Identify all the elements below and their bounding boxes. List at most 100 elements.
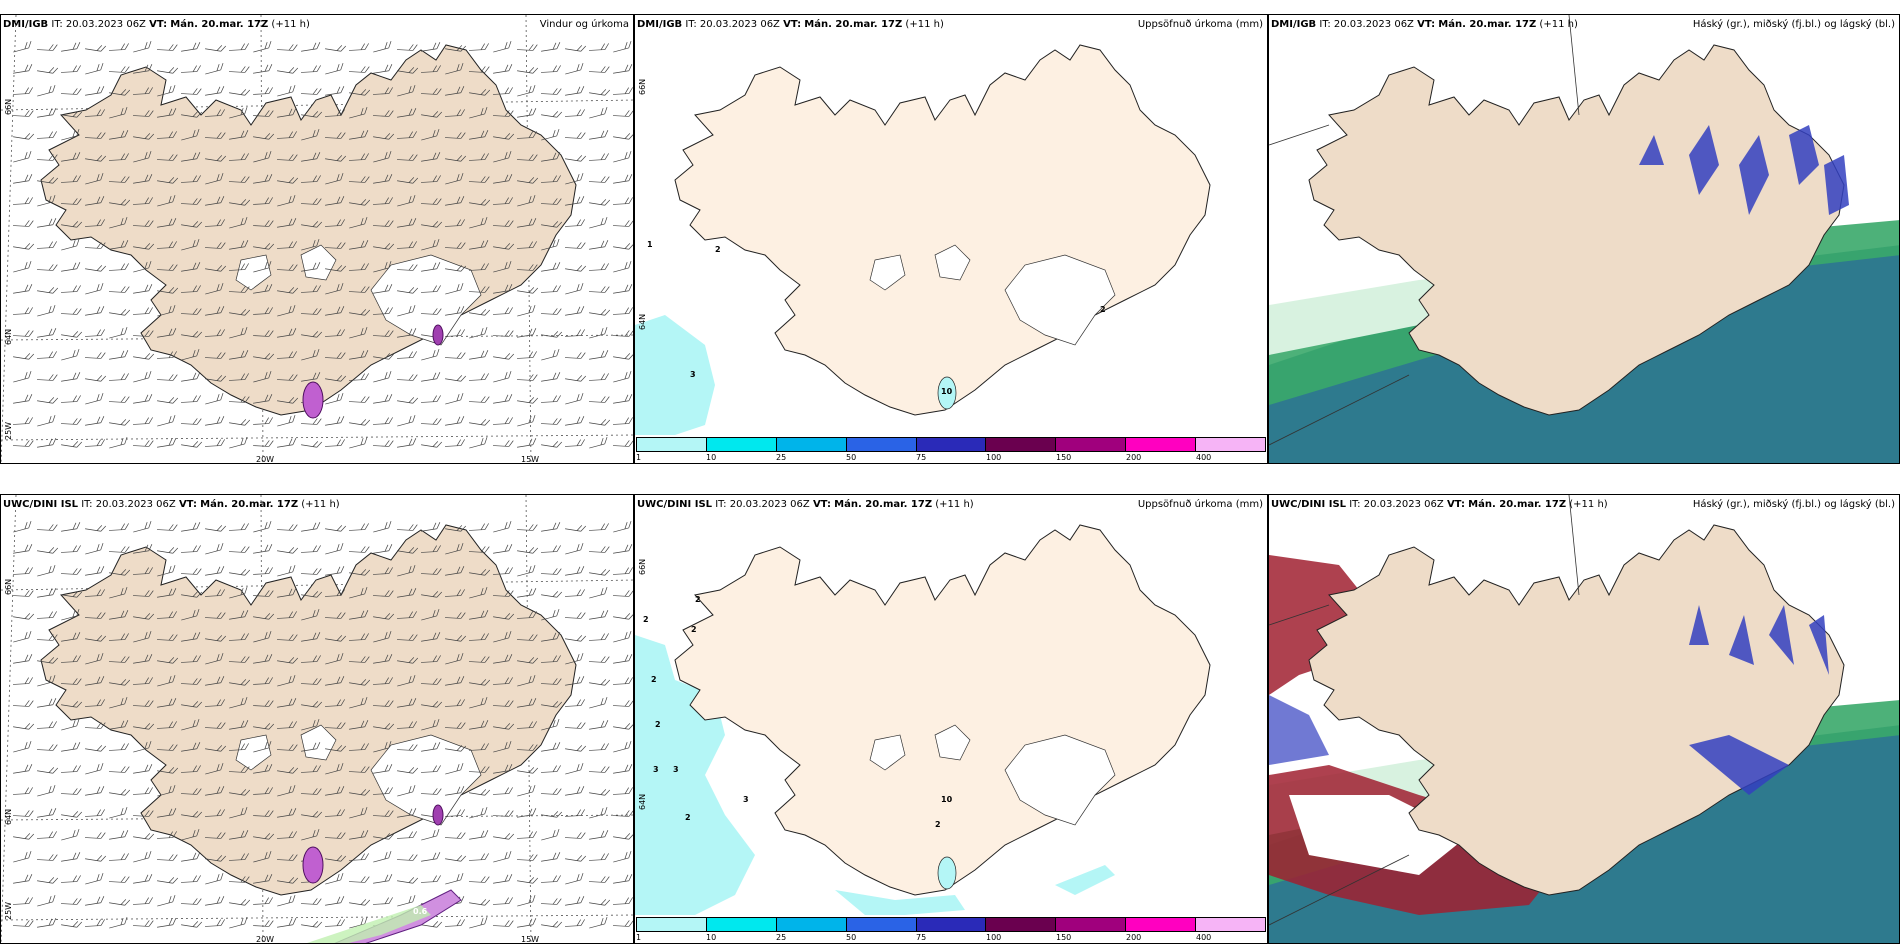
colorbar-cell	[776, 438, 847, 451]
valid-time: Mán. 20.mar. 17Z	[170, 19, 269, 30]
valid-time: Mán. 20.mar. 17Z	[200, 499, 299, 510]
panel-title: Háský (gr.), miðský (fj.bl.) og lágský (…	[1692, 499, 1895, 510]
colorbar-cell	[846, 918, 917, 931]
lead-time: (+11 h)	[905, 19, 944, 30]
colorbar-tick: 10	[705, 933, 717, 942]
valid-time: Mán. 20.mar. 17Z	[1468, 499, 1567, 510]
colorbar-tick: 25	[775, 933, 787, 942]
panel-header: DMI/IGB IT: 20.03.2023 06Z VT: Mán. 20.m…	[3, 19, 629, 30]
lat-label-64n: 64N	[4, 328, 13, 345]
panel-uwc-precip: 66N 64N 2 2 2 2 2 3 3 3 2 2 10 1 10 25 50 75 100 150 200 400 U…	[634, 494, 1268, 944]
lat-label-64n: 64N	[4, 808, 13, 825]
lat-label-64n: 64N	[638, 793, 647, 810]
model-name: UWC/DINI ISL	[637, 499, 713, 510]
wind-map	[1, 495, 633, 943]
init-time: 20.03.2023 06Z	[1333, 19, 1414, 30]
valid-time-prefix: VT:	[149, 19, 168, 30]
panel-uwc-wind: 20W 15W 66N 64N 25W 0.6 UWC/DINI ISL IT: 20.03…	[0, 494, 634, 944]
colorbar-cell	[1196, 918, 1266, 931]
iceland-land	[40, 44, 577, 416]
lat-label-66n: 66N	[638, 78, 647, 95]
colorbar-cell	[1056, 438, 1127, 451]
init-time-prefix: IT:	[685, 19, 697, 30]
model-name: DMI/IGB	[1271, 19, 1317, 30]
colorbar-tick: 1	[636, 453, 642, 462]
iceland-land	[674, 44, 1211, 416]
valid-time-prefix: VT:	[1417, 19, 1436, 30]
colorbar-cell	[916, 918, 987, 931]
lat-label-64n: 64N	[638, 313, 647, 330]
colorbar-tick: 150	[1056, 453, 1072, 462]
colorbar-cell	[986, 918, 1057, 931]
contour-label: 3	[690, 370, 696, 379]
valid-time: Mán. 20.mar. 17Z	[834, 499, 933, 510]
contour-label: 2	[655, 720, 661, 729]
contour-label: 2	[643, 615, 649, 624]
colorbar-cell	[776, 918, 847, 931]
colorbar: 1 10 25 50 75 100 150 200 400	[636, 437, 1266, 463]
colorbar-tick: 75	[915, 453, 927, 462]
colorbar-cell	[1196, 438, 1266, 451]
colorbar-cell	[1126, 438, 1197, 451]
contour-label: 3	[673, 765, 679, 774]
lon-label-15w: 15W	[521, 935, 540, 944]
lead-time: (+11 h)	[1539, 19, 1578, 30]
contour-label: 2	[691, 625, 697, 634]
panel-header: UWC/DINI ISL IT: 20.03.2023 06Z VT: Mán.…	[3, 499, 629, 510]
init-time-prefix: IT:	[1319, 19, 1331, 30]
lead-time: (+11 h)	[1569, 499, 1608, 510]
panel-dmi-precip: 66N 64N 1 2 3 2 10 1 10 25 50 75 100 150 200 400 DMI/IGB…	[634, 14, 1268, 464]
colorbar-cell	[637, 438, 707, 451]
init-time-prefix: IT:	[81, 499, 93, 510]
panel-header: UWC/DINI ISL IT: 20.03.2023 06Z VT: Mán.…	[1271, 499, 1895, 510]
colorbar-tick: 50	[846, 453, 857, 462]
valid-time: Mán. 20.mar. 17Z	[1438, 19, 1537, 30]
colorbar-tick: 100	[986, 453, 1002, 462]
valid-time-prefix: VT:	[812, 499, 831, 510]
colorbar-cell	[637, 918, 707, 931]
model-name: DMI/IGB	[637, 19, 683, 30]
colorbar-tick: 75	[915, 933, 927, 942]
lead-time: (+11 h)	[301, 499, 340, 510]
valid-time-prefix: VT:	[1446, 499, 1465, 510]
panel-dmi-cloud: DMI/IGB IT: 20.03.2023 06Z VT: Mán. 20.m…	[1268, 14, 1900, 464]
lat-label-66n: 66N	[4, 98, 13, 115]
colorbar-tick: 150	[1056, 933, 1072, 942]
contour-label: 0.6	[413, 907, 428, 916]
init-time-prefix: IT:	[51, 19, 63, 30]
panel-header: DMI/IGB IT: 20.03.2023 06Z VT: Mán. 20.m…	[637, 19, 1263, 30]
colorbar-tick: 200	[1126, 933, 1142, 942]
cloud-map	[1269, 15, 1899, 463]
model-name: DMI/IGB	[3, 19, 49, 30]
colorbar-cell	[986, 438, 1057, 451]
colorbar-tick: 100	[986, 933, 1002, 942]
iceland-land	[40, 524, 577, 896]
panel-title: Uppsöfnuð úrkoma (mm)	[1137, 499, 1263, 510]
colorbar-cell	[706, 438, 777, 451]
precip-map	[635, 524, 1211, 915]
colorbar-cell	[1056, 918, 1127, 931]
lon-label-20w: 20W	[256, 455, 275, 464]
colorbar: 1 10 25 50 75 100 150 200 400	[636, 917, 1266, 943]
colorbar-tick: 10	[705, 453, 717, 462]
lead-time: (+11 h)	[935, 499, 974, 510]
contour-label: 2	[1100, 305, 1106, 314]
precip-map	[635, 44, 1211, 435]
contour-label: 10	[941, 795, 953, 804]
panel-title: Uppsöfnuð úrkoma (mm)	[1137, 19, 1263, 30]
valid-time: Mán. 20.mar. 17Z	[804, 19, 903, 30]
colorbar-tick: 400	[1195, 933, 1212, 942]
contour-label: 2	[685, 813, 691, 822]
lead-time: (+11 h)	[271, 19, 310, 30]
lat-label-66n: 66N	[638, 558, 647, 575]
valid-time-prefix: VT:	[178, 499, 197, 510]
colorbar-tick: 200	[1126, 453, 1142, 462]
colorbar-tick: 1	[636, 933, 642, 942]
panel-title: Vindur og úrkoma	[539, 19, 629, 30]
contour-label: 2	[651, 675, 657, 684]
lat-label-25w: 25W	[4, 421, 13, 440]
panel-dmi-wind: 20W 15W 66N 64N 25W DMI/IGB IT: 20.03.2023 06…	[0, 14, 634, 464]
iceland-land	[1308, 524, 1845, 896]
colorbar-cell	[846, 438, 917, 451]
colorbar-tick: 400	[1195, 453, 1212, 462]
